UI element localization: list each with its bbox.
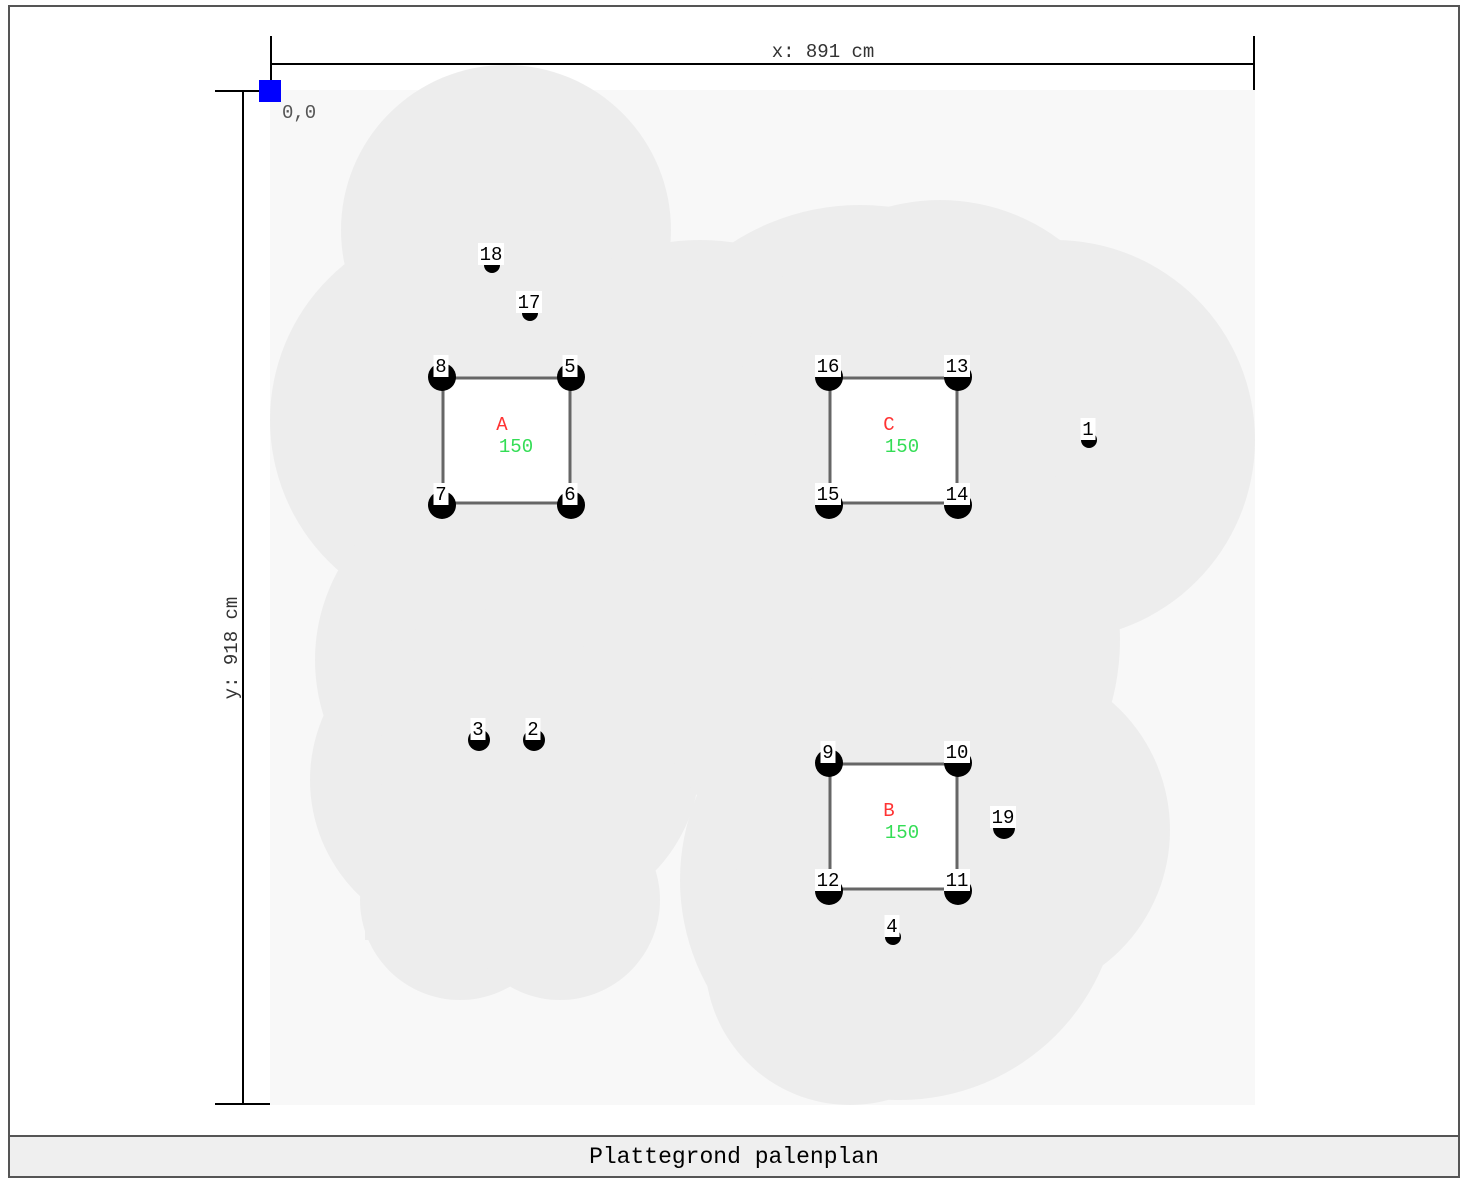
pile-13[interactable]: 13 — [944, 355, 972, 391]
pile-14[interactable]: 14 — [944, 483, 972, 519]
pile-label-bg — [815, 483, 841, 505]
pile-label-bg — [433, 355, 449, 377]
pile-label-bg — [562, 355, 578, 377]
pile-16[interactable]: 16 — [815, 355, 843, 391]
pile-17[interactable]: 17 — [516, 291, 542, 321]
group-value: 150 — [499, 436, 533, 458]
plan-title-bar: Plattegrond palenplan — [8, 1135, 1460, 1178]
pile-label-bg — [525, 718, 541, 740]
pile-11[interactable]: 11 — [944, 869, 972, 905]
group-value: 150 — [885, 822, 919, 844]
pile-12[interactable]: 12 — [815, 869, 843, 905]
pile-4[interactable]: 4 — [884, 915, 902, 945]
group-frame — [441, 376, 572, 505]
pile-label-bg — [990, 806, 1016, 828]
pile-number: 2 — [527, 719, 538, 741]
pile-number: 1 — [1082, 419, 1093, 441]
pile-label-bg — [815, 355, 841, 377]
group-b[interactable]: B 150 — [828, 762, 959, 891]
pile-number: 9 — [822, 742, 833, 764]
pile-number: 13 — [946, 356, 969, 378]
pile-number: 3 — [472, 719, 483, 741]
pile-number: 18 — [480, 244, 503, 266]
pile-1[interactable]: 1 — [1080, 418, 1098, 448]
group-frame — [828, 762, 959, 891]
pile-number: 15 — [817, 484, 840, 506]
pile-label-bg — [562, 483, 578, 505]
group-label: C — [883, 414, 894, 436]
pile-number: 6 — [564, 484, 575, 506]
pile-18[interactable]: 18 — [478, 243, 504, 273]
pile-2[interactable]: 2 — [523, 718, 545, 751]
pile-8[interactable]: 8 — [428, 355, 456, 391]
pile-number: 8 — [435, 356, 446, 378]
pile-label-bg — [944, 483, 970, 505]
pile-number: 12 — [817, 870, 840, 892]
pile-5[interactable]: 5 — [557, 355, 585, 391]
pile-15[interactable]: 15 — [815, 483, 843, 519]
pile-number: 11 — [946, 870, 969, 892]
pile-number: 10 — [946, 742, 969, 764]
pile-label-bg — [478, 243, 504, 265]
group-a[interactable]: A 150 — [441, 376, 572, 505]
pile-label-bg — [516, 291, 542, 313]
origin-label: 0,0 — [282, 102, 316, 124]
group-label: A — [496, 414, 508, 436]
pile-number: 16 — [817, 356, 840, 378]
group-label: B — [883, 800, 894, 822]
group-frame — [828, 376, 959, 505]
pile-19[interactable]: 19 — [990, 806, 1016, 839]
pile-6[interactable]: 6 — [557, 483, 585, 519]
pile-number: 19 — [992, 807, 1015, 829]
pile-3[interactable]: 3 — [468, 718, 490, 751]
pile-label-bg — [944, 741, 970, 763]
origin-marker[interactable] — [259, 80, 281, 102]
group-c[interactable]: C 150 — [828, 376, 959, 505]
pile-number: 4 — [886, 916, 897, 938]
group-value: 150 — [885, 436, 919, 458]
pile-label-bg — [1080, 418, 1096, 440]
x-dimension-label: x: 891 cm — [772, 41, 875, 63]
pile-label-bg — [820, 741, 836, 763]
pile-number: 5 — [564, 356, 575, 378]
pile-number: 14 — [946, 484, 969, 506]
pile-label-bg — [944, 869, 970, 891]
pile-9[interactable]: 9 — [815, 741, 843, 777]
plan-title: Plattegrond palenplan — [589, 1143, 879, 1170]
x-dimension — [270, 36, 1255, 90]
pile-label-bg — [815, 869, 841, 891]
y-dimension-label: y: 918 cm — [221, 597, 243, 700]
pile-label-bg — [884, 915, 900, 937]
pile-7[interactable]: 7 — [428, 483, 456, 519]
pile-number: 17 — [518, 292, 541, 314]
pile-number: 7 — [435, 484, 446, 506]
pile-10[interactable]: 10 — [944, 741, 972, 777]
pile-label-bg — [433, 483, 449, 505]
pile-label-bg — [944, 355, 970, 377]
pile-label-bg — [470, 718, 486, 740]
